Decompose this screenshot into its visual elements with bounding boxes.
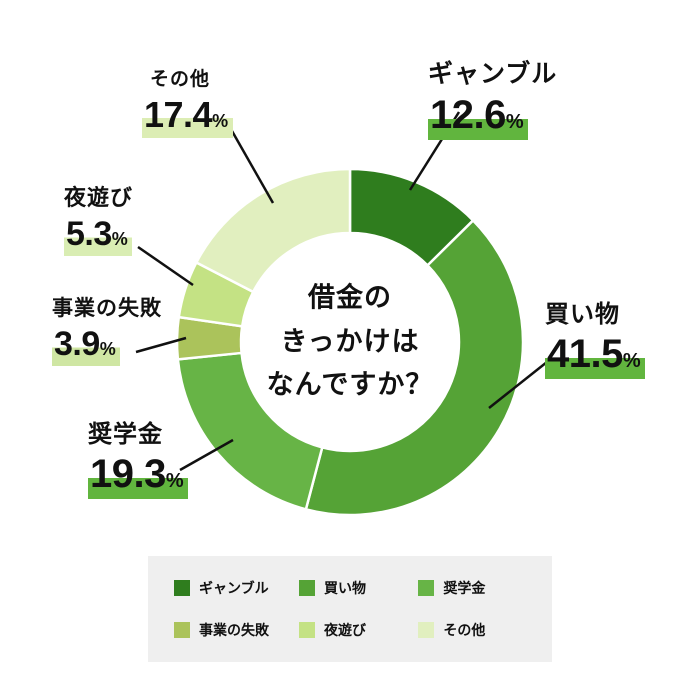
legend-swatch-2 <box>418 580 435 596</box>
leader-line-shopping <box>488 361 548 409</box>
callout-other-label: その他 <box>150 69 211 90</box>
callout-business-value: 3.9% <box>52 325 121 366</box>
callout-scholarship-label: 奨学金 <box>88 421 163 448</box>
legend-item-0: ギャンブル <box>174 578 293 598</box>
leader-line-other <box>230 130 275 204</box>
legend-swatch-3 <box>174 622 190 638</box>
callout-business: 事業の失敗 3.9% <box>52 292 162 366</box>
callout-scholarship: 奨学金 19.3% <box>88 414 189 499</box>
callout-other: その他 17.4% <box>142 64 233 138</box>
leader-line-business <box>135 336 187 354</box>
legend: ギャンブル 買い物 奨学金事業の失敗 夜遊び その他 <box>148 556 552 662</box>
callout-business-label: 事業の失敗 <box>52 297 162 320</box>
center-title-line-3: なんですか？ <box>266 369 434 400</box>
legend-swatch-1 <box>299 580 315 596</box>
donut-slice-5 <box>194 167 352 294</box>
callout-gambling-value: 12.6% <box>428 93 529 140</box>
callout-shopping: 買い物 41.5% <box>545 294 646 379</box>
legend-item-1: 買い物 <box>299 578 412 598</box>
legend-item-2: 奨学金 <box>418 578 526 598</box>
callout-gambling: ギャンブル 12.6% <box>428 54 557 140</box>
callout-shopping-label: 買い物 <box>545 301 620 328</box>
chart-center-title: 借金の きっかけは なんですか？ <box>230 276 470 407</box>
callout-other-value: 17.4% <box>142 94 233 138</box>
callout-gambling-label: ギャンブル <box>428 60 558 88</box>
donut-slice-1 <box>304 218 525 517</box>
legend-label-1: 買い物 <box>324 580 366 596</box>
legend-swatch-5 <box>418 622 435 638</box>
legend-label-0: ギャンブル <box>199 580 269 596</box>
legend-item-3: 事業の失敗 <box>174 620 293 640</box>
legend-item-4: 夜遊び <box>299 620 412 640</box>
leader-line-scholarship <box>179 438 234 472</box>
legend-swatch-4 <box>299 622 315 638</box>
center-title-line-1: 借金の <box>308 282 392 313</box>
legend-label-5: その他 <box>443 622 486 638</box>
legend-label-4: 夜遊び <box>324 622 366 638</box>
legend-swatch-0 <box>174 580 190 596</box>
legend-item-5: その他 <box>418 620 526 640</box>
callout-night-label: 夜遊び <box>64 185 134 210</box>
legend-label-2: 奨学金 <box>443 580 486 596</box>
callout-night-value: 5.3% <box>64 215 133 256</box>
callout-scholarship-value: 19.3% <box>88 452 189 499</box>
callout-night: 夜遊び 5.3% <box>64 180 133 256</box>
callout-shopping-value: 41.5% <box>545 332 646 379</box>
leader-line-night <box>137 245 194 287</box>
center-title-line-2: きっかけは <box>280 326 420 357</box>
donut-slices <box>175 167 525 517</box>
legend-label-3: 事業の失敗 <box>199 622 269 638</box>
